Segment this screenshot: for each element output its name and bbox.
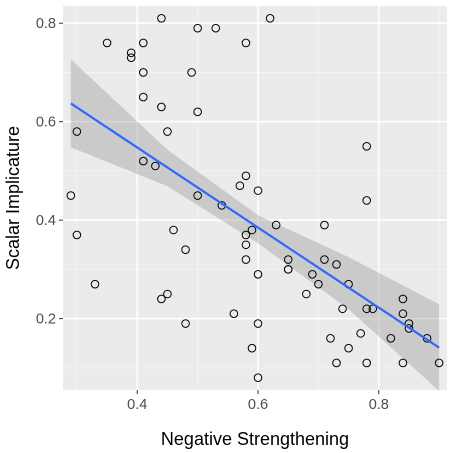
data-point	[181, 245, 190, 254]
data-point	[398, 358, 408, 368]
y-tick-label: 0.2	[36, 312, 56, 328]
data-point	[66, 191, 76, 200]
data-point	[434, 358, 444, 368]
data-point	[72, 127, 82, 136]
data-point	[368, 304, 378, 314]
x-axis-title: Negative Strengthening	[161, 429, 349, 449]
data-point	[326, 334, 335, 343]
data-point	[241, 240, 251, 250]
data-point	[362, 358, 371, 368]
data-point	[253, 373, 263, 382]
data-point	[344, 343, 353, 353]
y-tick-label: 0.4	[36, 213, 56, 229]
data-point	[314, 279, 323, 289]
data-point	[241, 171, 251, 181]
grid-major	[63, 6, 447, 390]
data-point	[247, 343, 257, 353]
data-point	[271, 220, 281, 230]
data-point	[283, 265, 293, 274]
data-point	[126, 48, 136, 58]
data-point	[320, 255, 329, 264]
grid-minor	[63, 6, 447, 390]
data-point	[193, 107, 202, 117]
data-point	[139, 68, 148, 77]
data-point	[90, 279, 100, 289]
y-axis-title: Scalar Implicature	[3, 126, 23, 270]
data-point	[332, 358, 341, 368]
data-point	[302, 289, 311, 299]
x-tick-label: 0.4	[127, 397, 147, 413]
data-point	[193, 191, 202, 200]
data-point	[404, 324, 414, 333]
y-axis-ticks: 0.2 0.4 0.6 0.8	[36, 16, 63, 328]
data-point	[253, 319, 263, 328]
data-point	[193, 23, 202, 33]
data-point	[163, 289, 172, 299]
regression-line	[70, 102, 440, 349]
data-point	[139, 38, 148, 48]
data-point	[157, 14, 166, 23]
data-point	[157, 102, 166, 112]
data-point	[362, 142, 371, 151]
data-point	[356, 329, 365, 338]
x-tick-label: 0.8	[369, 397, 389, 413]
data-point	[241, 230, 251, 240]
y-tick-label: 0.8	[36, 16, 56, 32]
data-point	[247, 225, 257, 235]
data-point	[398, 309, 408, 318]
data-point	[102, 38, 112, 48]
data-point	[229, 309, 239, 318]
data-point	[398, 294, 408, 304]
data-point	[320, 220, 329, 230]
data-point	[362, 196, 371, 205]
data-point	[187, 68, 196, 77]
y-tick-label: 0.6	[36, 115, 56, 131]
data-point	[169, 225, 178, 235]
data-point	[235, 181, 245, 190]
data-point	[308, 270, 317, 279]
data-point	[241, 255, 251, 264]
data-point	[72, 230, 82, 240]
data-point	[332, 260, 341, 269]
data-point	[139, 92, 148, 102]
data-point	[126, 53, 136, 62]
data-point	[362, 304, 371, 314]
data-point	[283, 255, 293, 264]
data-point	[265, 14, 275, 23]
data-point	[253, 270, 263, 279]
data-point	[139, 156, 148, 166]
data-point	[181, 319, 190, 328]
data-point	[157, 294, 166, 304]
data-point	[163, 127, 172, 136]
data-point	[253, 186, 263, 195]
x-axis-ticks: 0.4 0.6 0.8	[127, 390, 389, 413]
x-tick-label: 0.6	[248, 397, 268, 413]
data-point	[151, 161, 160, 171]
data-points	[66, 14, 444, 382]
data-point	[211, 23, 221, 33]
data-point	[386, 334, 396, 343]
data-point	[241, 38, 251, 48]
data-point	[338, 304, 347, 314]
